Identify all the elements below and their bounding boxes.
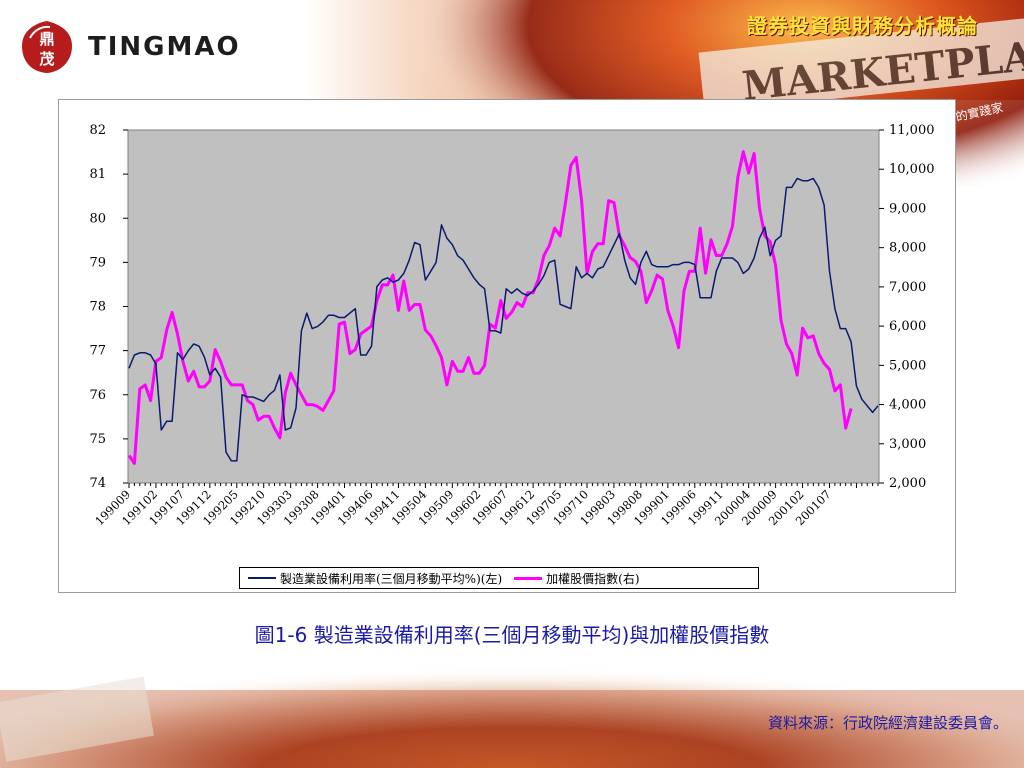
y-right-tick-label: 7,000 [889, 280, 926, 295]
source-note: 資料來源：行政院經濟建設委員會。 [767, 714, 1008, 732]
series-line-capacity-utilization [128, 177, 879, 462]
y-left-tick-label: 81 [89, 167, 106, 182]
legend-swatch-right [514, 576, 543, 580]
y-right-tick-label: 10,000 [889, 162, 935, 177]
y-left-tick-label: 77 [89, 344, 106, 359]
dual-axis-line-chart: 82 81 80 79 78 77 76 75 74 11,000 10,000 9,000 8,000… [89, 123, 935, 528]
legend-item-left: 製造業設備利用率(三個月移動平均%)(左) [248, 570, 502, 587]
y-left-tick-label: 75 [89, 432, 106, 447]
legend-swatch-left [248, 577, 276, 579]
y-right-tick-label: 3,000 [889, 437, 926, 452]
svg-text:茂: 茂 [39, 50, 54, 68]
figure-caption: 圖1-6 製造業設備利用率(三個月移動平均)與加權股價指數 [254, 623, 770, 647]
course-title: 證券投資與財務分析概論 [747, 14, 978, 38]
chart-legend: 製造業設備利用率(三個月移動平均%)(左) 加權股價指數(右) [239, 567, 759, 589]
legend-item-right: 加權股價指數(右) [514, 570, 640, 587]
y-right-tick-label: 11,000 [889, 123, 935, 138]
y-left-tick-label: 74 [89, 476, 106, 491]
y-left-tick-label: 78 [89, 300, 106, 315]
brand-name: TINGMAO [88, 32, 241, 62]
svg-text:鼎: 鼎 [39, 30, 54, 48]
y-left-tick-label: 76 [89, 388, 106, 403]
legend-label-left: 製造業設備利用率(三個月移動平均%)(左) [280, 571, 503, 586]
series-line-stock-index [127, 150, 853, 465]
legend-label-right: 加權股價指數(右) [546, 571, 640, 586]
y-right-tick-label: 2,000 [889, 476, 926, 491]
seal-icon: 鼎 茂 [18, 18, 76, 76]
y-left-tick-label: 79 [89, 255, 106, 270]
y-right-tick-label: 9,000 [889, 201, 926, 216]
y-right-tick-label: 5,000 [889, 358, 926, 373]
y-right-tick-label: 6,000 [889, 319, 926, 334]
brand-logo: 鼎 茂 TINGMAO [18, 18, 241, 76]
y-right-tick-label: 4,000 [889, 398, 926, 413]
y-right-tick-label: 8,000 [889, 241, 926, 256]
y-left-tick-label: 80 [89, 211, 106, 226]
chart-panel: 82 81 80 79 78 77 76 75 74 11,000 10,000 9,000 8,000… [58, 99, 956, 593]
y-left-tick-label: 82 [89, 123, 106, 138]
